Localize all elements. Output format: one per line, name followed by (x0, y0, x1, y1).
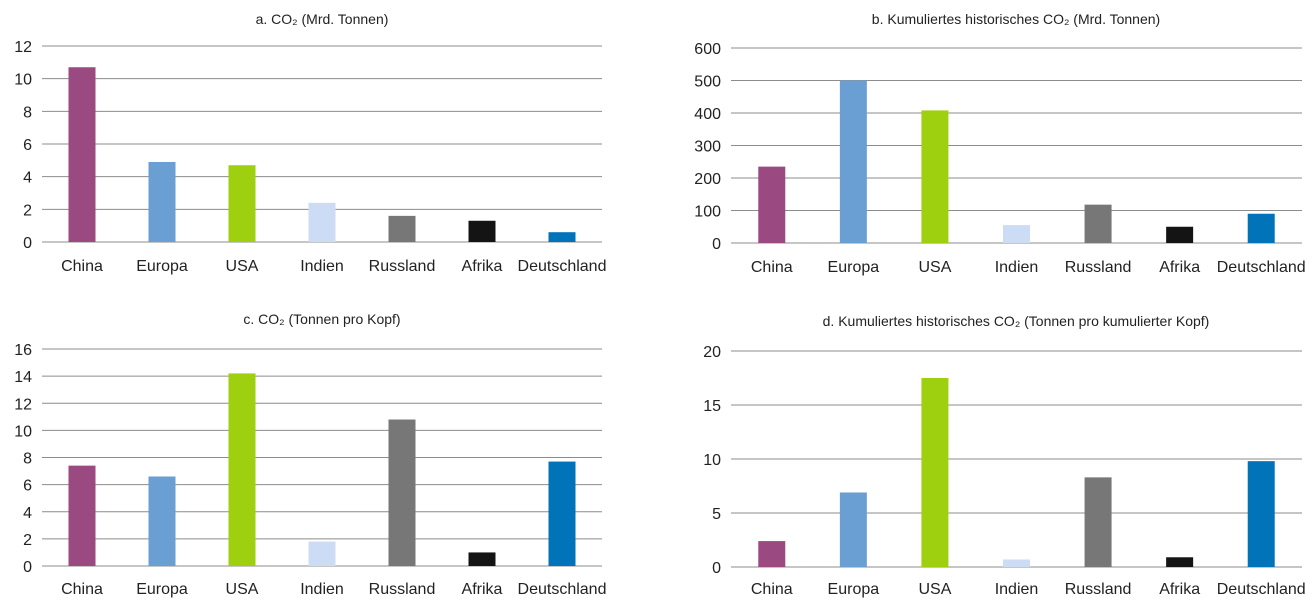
bar-usa (921, 378, 949, 567)
bar-indien (308, 202, 336, 242)
x-category-label: Afrika (462, 258, 503, 275)
x-category-label: China (751, 259, 793, 276)
x-category-label: Afrika (462, 581, 503, 598)
y-tick-label: 10 (703, 452, 721, 469)
chart-panel-c: c. CO₂ (Tonnen pro Kopf) 0 2 4 6 8 10 12 14 16 Chi… (14, 311, 606, 598)
y-tick-label: 16 (14, 342, 32, 359)
bar-europa (148, 476, 176, 566)
x-category-label: Europa (828, 259, 880, 276)
chart-title: b. Kumuliertes historisches CO₂ (Mrd. To… (872, 11, 1160, 27)
y-tick-label: 8 (23, 104, 32, 121)
bar-usa (921, 110, 949, 244)
bar-china (758, 166, 786, 243)
y-tick-label: 15 (703, 398, 721, 415)
bar-afrika (468, 552, 496, 566)
x-category-label: China (61, 258, 103, 275)
bar-europa (839, 80, 867, 243)
x-category-label: Afrika (1159, 259, 1200, 276)
y-tick-label: 5 (712, 506, 721, 523)
y-tick-label: 100 (694, 204, 721, 221)
x-category-label: Indien (995, 581, 1039, 598)
y-tick-label: 0 (712, 560, 721, 577)
bar-russland (388, 215, 416, 242)
y-tick-label: 10 (14, 72, 32, 89)
y-tick-label: 14 (14, 369, 32, 386)
x-category-label: USA (226, 581, 259, 598)
x-category-label: USA (918, 259, 951, 276)
y-tick-label: 12 (14, 396, 32, 413)
bar-russland (1084, 204, 1112, 243)
bar-china (68, 465, 96, 566)
bar-russland (1084, 477, 1112, 567)
x-category-label: Indien (995, 259, 1039, 276)
bar-china (68, 67, 96, 242)
x-category-label: Russland (1065, 259, 1132, 276)
x-category-label: Europa (136, 258, 188, 275)
x-category-label: Russland (369, 258, 436, 275)
x-category-label: China (751, 581, 793, 598)
x-category-label: Indien (300, 581, 344, 598)
bar-russland (388, 419, 416, 566)
x-category-label: Deutschland (518, 581, 607, 598)
x-category-label: Russland (1065, 581, 1132, 598)
y-tick-label: 6 (23, 478, 32, 495)
bar-indien (1003, 559, 1030, 567)
y-tick-label: 200 (694, 171, 721, 188)
bar-afrika (468, 220, 496, 242)
bar-usa (228, 373, 256, 566)
x-category-label: USA (226, 258, 259, 275)
chart-panel-a: a. CO₂ (Mrd. Tonnen) 0 2 4 6 8 10 12 China Europa… (14, 11, 606, 275)
y-tick-label: 600 (694, 41, 721, 58)
y-tick-label: 2 (23, 202, 32, 219)
bar-afrika (1166, 557, 1194, 567)
bar-usa (228, 165, 256, 242)
x-category-label: Europa (136, 581, 188, 598)
chart-panel-d: d. Kumuliertes historisches CO₂ (Tonnen … (703, 313, 1305, 598)
bar-indien (308, 541, 336, 566)
bar-china (758, 541, 786, 567)
y-tick-label: 10 (14, 423, 32, 440)
x-category-label: Europa (828, 581, 880, 598)
x-category-label: Russland (369, 581, 436, 598)
x-category-label: Afrika (1159, 581, 1200, 598)
x-category-label: Indien (300, 258, 344, 275)
x-category-label: Deutschland (1217, 259, 1306, 276)
y-tick-label: 4 (23, 505, 32, 522)
chart-title: c. CO₂ (Tonnen pro Kopf) (243, 311, 400, 327)
x-category-label: Deutschland (1217, 581, 1306, 598)
x-category-label: China (61, 581, 103, 598)
x-category-label: Deutschland (518, 258, 607, 275)
bar-europa (839, 492, 867, 567)
chart-title: a. CO₂ (Mrd. Tonnen) (256, 11, 389, 27)
y-tick-label: 300 (694, 139, 721, 156)
y-tick-label: 2 (23, 532, 32, 549)
chart-title: d. Kumuliertes historisches CO₂ (Tonnen … (823, 313, 1210, 329)
chart-panel-b: b. Kumuliertes historisches CO₂ (Mrd. To… (694, 11, 1305, 276)
bar-afrika (1166, 226, 1194, 243)
bar-deutschland (548, 461, 576, 566)
x-category-label: USA (918, 581, 951, 598)
y-tick-label: 0 (712, 236, 721, 253)
bar-deutschland (548, 232, 576, 242)
y-tick-label: 6 (23, 137, 32, 154)
bar-deutschland (1247, 461, 1275, 567)
bar-deutschland (1247, 213, 1275, 243)
y-tick-label: 20 (703, 344, 721, 361)
y-tick-label: 0 (23, 235, 32, 252)
bar-indien (1003, 225, 1030, 243)
y-tick-label: 500 (694, 74, 721, 91)
y-tick-label: 4 (23, 170, 32, 187)
y-tick-label: 0 (23, 559, 32, 576)
y-tick-label: 400 (694, 106, 721, 123)
y-tick-label: 12 (14, 39, 32, 56)
bar-europa (148, 161, 176, 242)
y-tick-label: 8 (23, 451, 32, 468)
